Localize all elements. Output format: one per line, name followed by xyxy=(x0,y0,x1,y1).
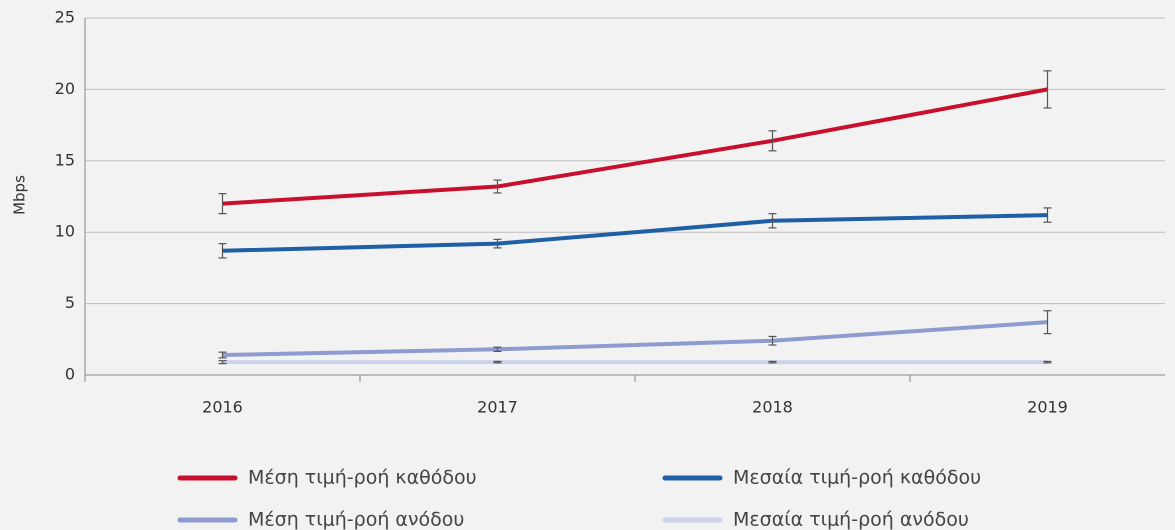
error-bar xyxy=(768,213,777,229)
series-line xyxy=(222,320,1048,358)
y-tick-label: 15 xyxy=(55,150,75,169)
error-bar xyxy=(493,346,502,353)
error-bar xyxy=(1043,207,1052,223)
legend-label: Μέση τιμή-ροή καθόδου xyxy=(248,467,477,489)
error-bar xyxy=(218,360,227,365)
legend: Μέση τιμή-ροή καθόδου Μεσαία τιμή-ροή καθ… xyxy=(177,467,981,530)
error-bar xyxy=(768,335,777,346)
error-bar xyxy=(218,351,227,359)
y-axis-label: Mbps xyxy=(11,175,29,215)
y-tick-label: 0 xyxy=(65,365,75,384)
error-bar xyxy=(218,243,227,259)
x-tick-label: 2017 xyxy=(477,398,518,417)
legend-label: Μεσαία τιμή-ροή ανόδου xyxy=(733,509,969,530)
error-bar xyxy=(493,238,502,249)
legend-label: Μεσαία τιμή-ροή καθόδου xyxy=(733,467,981,489)
error-bar xyxy=(768,130,777,152)
legend-label: Μέση τιμή-ροή ανόδου xyxy=(248,509,464,530)
y-tick-label: 20 xyxy=(55,79,75,98)
error-bar xyxy=(1043,360,1052,364)
x-tick-label: 2018 xyxy=(752,398,793,417)
x-tick-label: 2019 xyxy=(1027,398,1068,417)
error-bar xyxy=(218,193,227,215)
y-tick-label: 10 xyxy=(55,222,75,241)
x-tick-label: 2016 xyxy=(202,398,243,417)
error-bar xyxy=(1043,70,1052,109)
series-line xyxy=(222,87,1048,206)
error-bar xyxy=(493,179,502,194)
y-tick-label: 25 xyxy=(55,8,75,27)
y-tick-label: 5 xyxy=(65,293,75,312)
error-bar xyxy=(768,360,777,364)
error-bar xyxy=(1043,310,1052,335)
series-line xyxy=(222,213,1048,253)
error-bar xyxy=(493,360,502,364)
